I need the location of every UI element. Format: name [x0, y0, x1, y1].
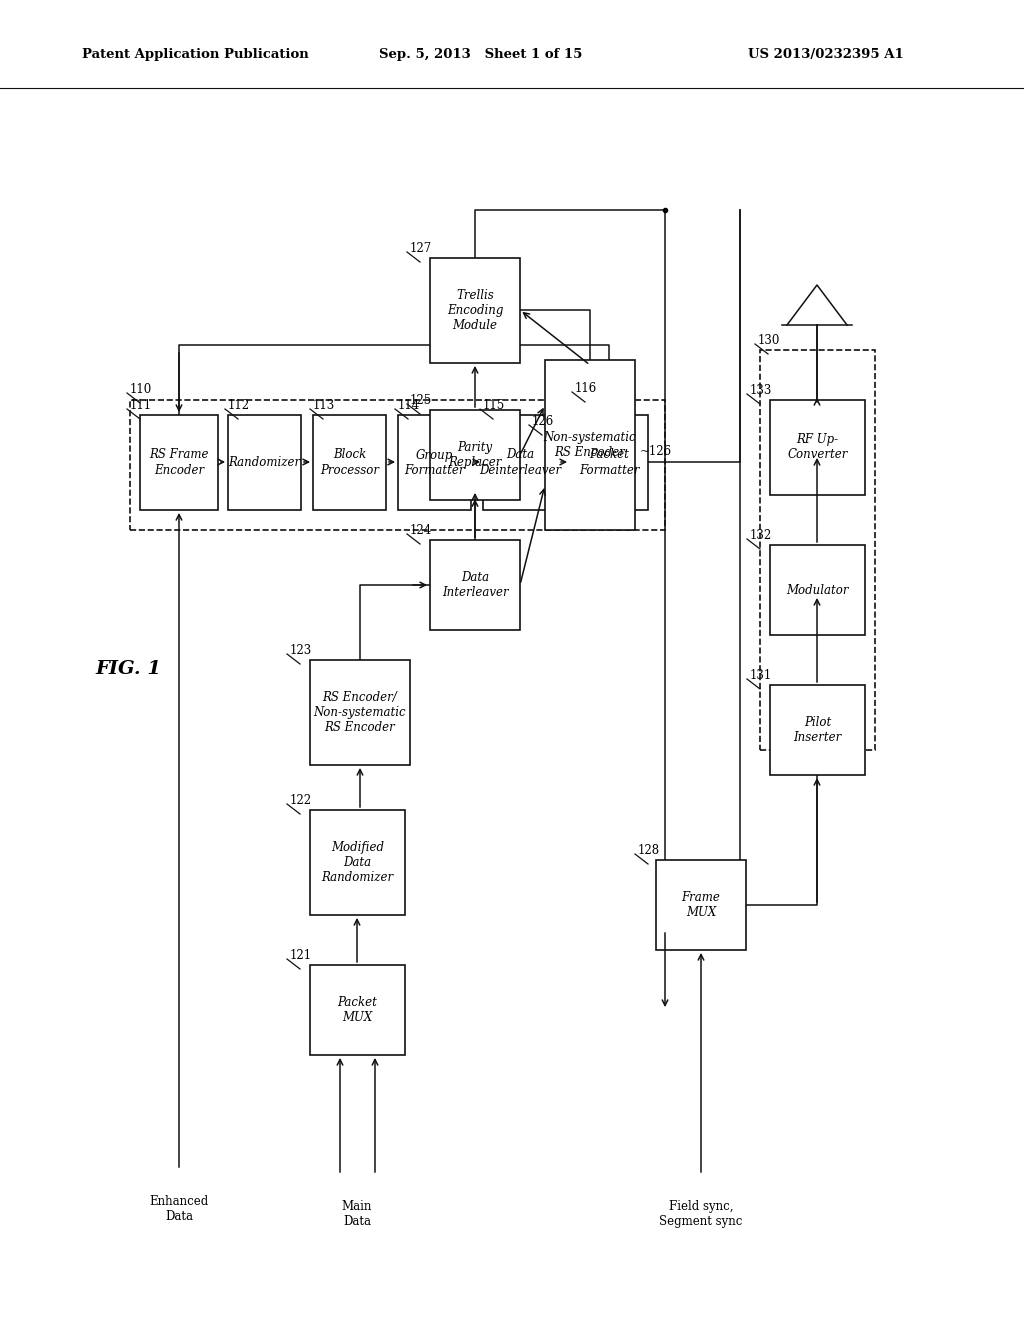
- Text: 125: 125: [410, 393, 432, 407]
- Text: Packet
Formatter: Packet Formatter: [579, 449, 639, 477]
- Text: RS Frame
Encoder: RS Frame Encoder: [150, 449, 209, 477]
- Text: 121: 121: [290, 949, 312, 962]
- Text: Data
Interleaver: Data Interleaver: [441, 572, 508, 599]
- Bar: [430, 411, 520, 500]
- Text: Trellis
Encoding
Module: Trellis Encoding Module: [446, 289, 503, 333]
- Bar: [770, 685, 865, 775]
- Bar: [770, 545, 865, 635]
- Text: 126: 126: [532, 414, 554, 428]
- Text: 130: 130: [758, 334, 780, 347]
- Bar: [545, 360, 635, 531]
- Text: 116: 116: [575, 381, 597, 395]
- Text: Main
Data: Main Data: [342, 1200, 372, 1228]
- Text: 123: 123: [290, 644, 312, 657]
- Text: 128: 128: [638, 843, 660, 857]
- Bar: [430, 257, 520, 363]
- Text: Group
Formatter: Group Formatter: [404, 449, 465, 477]
- Bar: [130, 400, 665, 531]
- Bar: [313, 414, 386, 510]
- Text: 133: 133: [750, 384, 772, 397]
- Text: Packet
MUX: Packet MUX: [338, 997, 378, 1024]
- Text: Data
Deinterleaver: Data Deinterleaver: [479, 449, 561, 477]
- Text: Modified
Data
Randomizer: Modified Data Randomizer: [322, 841, 393, 884]
- Bar: [570, 414, 648, 510]
- Text: RS Encoder/
Non-systematic
RS Encoder: RS Encoder/ Non-systematic RS Encoder: [313, 690, 407, 734]
- Bar: [656, 861, 746, 950]
- Text: 110: 110: [130, 383, 153, 396]
- Text: 113: 113: [313, 399, 335, 412]
- Text: Frame
MUX: Frame MUX: [682, 891, 721, 919]
- Bar: [310, 810, 406, 915]
- Text: US 2013/0232395 A1: US 2013/0232395 A1: [748, 48, 903, 61]
- Bar: [760, 350, 874, 750]
- Text: Non-systematic
RS Encoder: Non-systematic RS Encoder: [544, 432, 636, 459]
- Bar: [310, 660, 410, 766]
- Text: FIG. 1: FIG. 1: [95, 660, 161, 678]
- Text: 124: 124: [410, 524, 432, 537]
- Text: 114: 114: [398, 399, 420, 412]
- Text: Parity
Replacer: Parity Replacer: [449, 441, 502, 469]
- Text: Field sync,
Segment sync: Field sync, Segment sync: [659, 1200, 742, 1228]
- Text: Pilot
Inserter: Pilot Inserter: [794, 715, 842, 744]
- Bar: [140, 414, 218, 510]
- Text: 115: 115: [483, 399, 505, 412]
- Text: RF Up-
Converter: RF Up- Converter: [787, 433, 848, 462]
- Text: 112: 112: [228, 399, 250, 412]
- Text: 131: 131: [750, 669, 772, 682]
- Text: Patent Application Publication: Patent Application Publication: [82, 48, 308, 61]
- Text: ~126: ~126: [640, 445, 672, 458]
- Text: 132: 132: [750, 529, 772, 543]
- Bar: [430, 540, 520, 630]
- Text: Block
Processor: Block Processor: [319, 449, 379, 477]
- Text: Enhanced
Data: Enhanced Data: [150, 1195, 209, 1224]
- Text: 127: 127: [410, 242, 432, 255]
- Bar: [228, 414, 301, 510]
- Text: 122: 122: [290, 795, 312, 807]
- Text: Modulator: Modulator: [786, 583, 849, 597]
- Bar: [398, 414, 471, 510]
- Bar: [310, 965, 406, 1055]
- Text: 111: 111: [130, 399, 153, 412]
- Bar: [770, 400, 865, 495]
- Text: Randomizer: Randomizer: [228, 455, 301, 469]
- Text: Sep. 5, 2013   Sheet 1 of 15: Sep. 5, 2013 Sheet 1 of 15: [379, 48, 583, 61]
- Bar: [483, 414, 558, 510]
